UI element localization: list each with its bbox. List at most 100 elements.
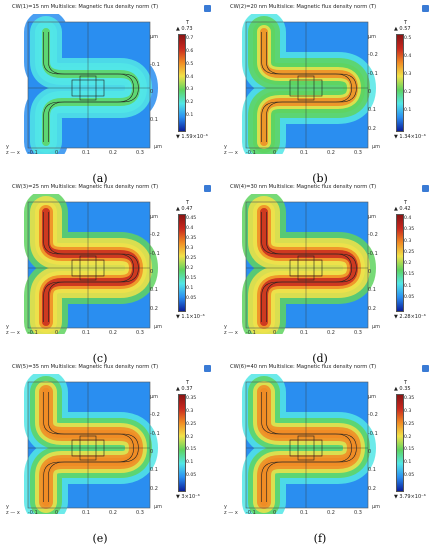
y-tick-label: μm <box>368 214 377 220</box>
colorbar-tick-label: 0.35 <box>186 396 197 401</box>
colorbar-tick-label: 0.2 <box>186 266 194 271</box>
colorbar <box>396 214 404 312</box>
colorbar-tick-label: 0.3 <box>404 238 412 244</box>
x-tick-label: 0.3 <box>354 330 362 336</box>
axis-z-label: z <box>6 510 9 516</box>
colorbar-min-label: ▼ 3×10⁻⁶ <box>176 494 200 500</box>
y-tick-label: 0.1 <box>368 467 376 474</box>
x-tick-label: 0.1 <box>300 150 308 156</box>
panel-title: CW(1)=15 nm Multislice: Magnetic flux de… <box>12 4 159 10</box>
axis-y-label: y <box>224 144 227 150</box>
y-tick-label: -0.1 <box>150 61 160 68</box>
y-tick-label: 0.2 <box>368 485 376 492</box>
x-tick-label: 0.1 <box>300 510 308 516</box>
center-box <box>289 259 323 277</box>
colorbar-max-label: ▲ 0.37 <box>176 386 193 392</box>
colorbar-tick-label: 0.2 <box>404 261 412 266</box>
colorbar <box>396 394 404 492</box>
colorbar-min-label: ▼ 3.79×10⁻⁶ <box>394 494 426 500</box>
y-tick-label: μm <box>150 214 159 220</box>
x-tick-label: 0.3 <box>136 510 144 516</box>
colorbar-tick-label: 0.35 <box>404 396 415 401</box>
axis-y-label: y <box>224 324 227 330</box>
plot-settings-icon[interactable] <box>422 5 429 12</box>
colorbar-tick-label: 0.15 <box>404 447 415 453</box>
y-tick-label: 0 <box>368 449 372 455</box>
colorbar-tick-label: 0.1 <box>404 460 412 466</box>
axis-zx-label: z — x <box>224 330 238 336</box>
colorbar <box>178 214 186 312</box>
axis-y-label: y <box>6 144 9 150</box>
y-tick-label: -0.2 <box>368 412 378 419</box>
colorbar-tick-label: 0.4 <box>186 226 194 231</box>
y-tick-label: 0 <box>150 89 154 95</box>
colorbar-tick-label: 0.05 <box>186 473 197 479</box>
center-box <box>71 259 105 277</box>
y-tick-label: -0.1 <box>150 250 160 257</box>
y-tick-label: 0.1 <box>150 287 158 294</box>
axis-x-label: x <box>234 510 238 516</box>
y-tick-label: μm <box>368 34 377 40</box>
x-unit-label: μm <box>372 324 381 330</box>
x-tick-label: 0.2 <box>327 510 335 516</box>
colorbar-tick-label: 0.25 <box>404 249 415 255</box>
colorbar-tick-label: 0.25 <box>186 256 197 261</box>
x-tick-label: 0 <box>273 510 277 516</box>
colorbar-max-label: ▲ 0.42 <box>394 206 411 212</box>
plot-settings-icon[interactable] <box>204 5 211 12</box>
heatmap-plot <box>18 374 168 514</box>
x-tick-label: -0.1 <box>246 150 256 156</box>
axis-x-label: x <box>16 330 20 336</box>
colorbar-tick-label: 0.4 <box>404 216 412 221</box>
y-tick-label: 0 <box>368 89 372 95</box>
x-tick-label: 0.1 <box>82 510 90 516</box>
y-tick-label: -0.2 <box>368 52 378 59</box>
y-tick-label: -0.1 <box>368 250 378 257</box>
axis-y-label: y <box>6 504 9 510</box>
center-box <box>289 79 323 97</box>
colorbar-tick-label: 0.2 <box>404 434 412 440</box>
center-box <box>71 79 105 97</box>
axis-zx-label: z — x <box>6 150 20 156</box>
plot-settings-icon[interactable] <box>422 185 429 192</box>
axis-z-label: z <box>224 510 227 516</box>
x-tick-label: -0.1 <box>28 150 38 156</box>
heatmap-plot <box>236 14 386 154</box>
colorbar-max-label: ▲ 0.35 <box>394 386 411 392</box>
y-tick-label: 0 <box>368 269 372 275</box>
colorbar-max-label: ▲ 0.47 <box>176 206 193 212</box>
x-tick-label: -0.1 <box>28 510 38 516</box>
y-tick-label: 0.2 <box>150 485 158 492</box>
domain-border <box>245 21 369 149</box>
center-box <box>79 255 97 281</box>
x-tick-label: -0.1 <box>28 330 38 336</box>
x-unit-label: μm <box>154 324 163 330</box>
flux-density-panel: CW(2)=20 nm Multislice: Magnetic flux de… <box>222 4 440 186</box>
colorbar-tick-label: 0.15 <box>186 447 197 453</box>
domain-border <box>27 21 151 149</box>
x-tick-label: 0.3 <box>136 150 144 156</box>
colorbar-tick-label: 0.15 <box>404 272 415 278</box>
panel-title: CW(2)=20 nm Multislice: Magnetic flux de… <box>230 4 377 10</box>
colorbar-tick-label: 0.2 <box>186 434 194 440</box>
colorbar-tick-label: 0.1 <box>186 286 194 291</box>
y-tick-label: 0.2 <box>368 125 376 132</box>
panel-title: CW(3)=25 nm Multislice: Magnetic flux de… <box>12 184 159 190</box>
colorbar-tick-label: 0.7 <box>186 36 194 41</box>
y-tick-label: 0 <box>150 269 154 275</box>
plot-settings-icon[interactable] <box>204 185 211 192</box>
center-box <box>71 439 105 457</box>
plot-settings-icon[interactable] <box>422 365 429 372</box>
axis-x-label: x <box>234 150 238 156</box>
axis-zx-label: z — x <box>224 510 238 516</box>
colorbar-tick-label: 0.1 <box>404 108 412 113</box>
colorbar-min-label: ▼ 2.28×10⁻⁶ <box>394 314 426 320</box>
x-tick-label: 0.2 <box>327 150 335 156</box>
plot-settings-icon[interactable] <box>204 365 211 372</box>
colorbar-unit: T <box>186 200 190 206</box>
colorbar-tick-label: 0.1 <box>186 113 194 119</box>
x-tick-label: 0.3 <box>354 150 362 156</box>
panel-caption: (a) <box>92 172 108 185</box>
x-tick-label: 0.2 <box>109 330 117 336</box>
